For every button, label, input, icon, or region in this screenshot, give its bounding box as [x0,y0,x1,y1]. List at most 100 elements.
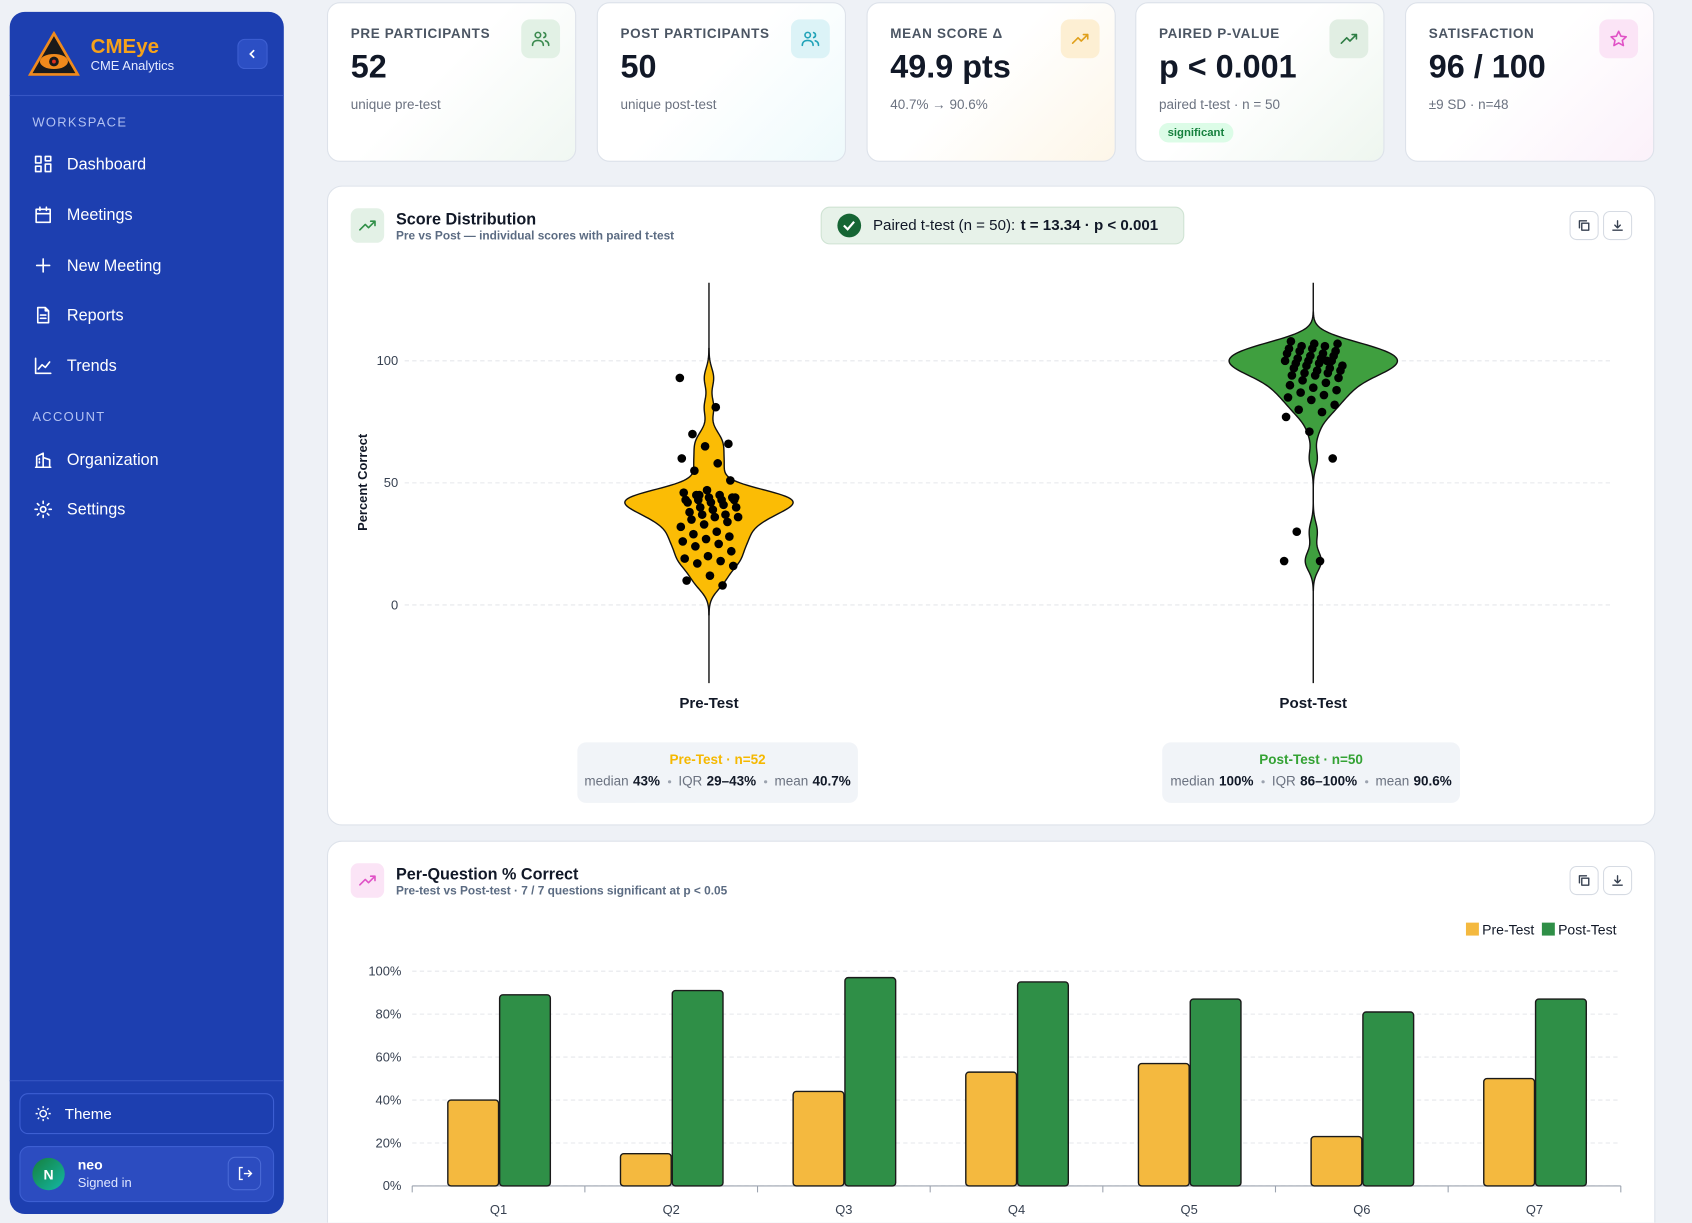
bar-panel: Per-Question % Correct Pre-test vs Post-t… [326,840,1656,1223]
bar [844,976,897,1187]
kpi-note: ±9 SD · n=48 [1428,97,1509,113]
y-tick-label: 100 [377,353,399,368]
data-point [1293,354,1303,363]
x-tick-label: Q3 [835,1202,852,1217]
divider [9,1080,284,1082]
panel-subtitle: Pre vs Post — individual scores with pai… [396,229,674,243]
nav-icon-path [35,258,51,273]
download-button[interactable] [1603,210,1633,241]
copy-button[interactable] [1569,210,1599,241]
summary-box: Post-Test · n=50 median 100% IQR 86–100% mean… [1162,742,1461,803]
stat-label: IQR [678,773,703,789]
x-tick-label: Pre-Test [679,695,738,712]
kpi-value: p < 0.001 [1158,49,1297,86]
y-tick-label: 20% [376,1135,402,1150]
kpi-icon-glyph [1340,33,1358,44]
kpi-card: SATISFACTION 96 / 100 ±9 SD · n=48 [1404,2,1655,162]
y-tick-label: 50 [384,475,398,490]
nav-label: Organization [66,450,159,469]
nav-item[interactable]: New Meeting [23,246,271,285]
theme-button[interactable]: Theme [19,1093,275,1135]
kpi-note: unique pre-test [350,97,441,113]
nav-item[interactable]: Reports [23,296,271,335]
x-tick-label: Q1 [490,1202,507,1217]
nav-label: Meetings [66,205,133,224]
bar [1016,981,1070,1187]
stat-label: mean [774,773,809,789]
data-point [1283,393,1293,402]
data-point [699,520,709,529]
nav-icon [34,452,52,469]
header-icon-path [359,220,376,231]
nav-item[interactable]: Settings [23,490,271,529]
data-point [733,512,743,522]
data-point [712,527,722,537]
separator [1364,779,1368,783]
theme-label: Theme [64,1104,112,1123]
data-point [1296,388,1305,397]
separator [763,779,767,783]
brand: CMEye [90,35,160,59]
kpi-value: 50 [620,49,657,86]
panel-subtitle: Pre-test vs Post-test · 7 / 7 questions … [396,884,728,898]
data-point [1320,341,1330,351]
nav-item[interactable]: Meetings [23,195,271,234]
sun-icon [35,1106,51,1122]
data-point [730,493,740,502]
data-point [726,546,736,556]
kpi-icon-glyph-path [801,31,820,47]
legend: Pre-Test Post-Test [1465,922,1617,938]
collapse-button[interactable] [237,38,268,70]
download-button-path [1612,220,1623,231]
kpi-icon-glyph-path [531,31,550,47]
data-point [703,551,713,561]
nav-icon-path [35,206,51,224]
test-pill [820,206,1185,245]
data-point [682,576,691,585]
user-name: neo [77,1156,103,1173]
copy-button[interactable] [1569,865,1599,896]
legend-swatch [1541,922,1555,936]
data-point [683,498,692,507]
nav-item[interactable]: Dashboard [23,145,271,184]
test-label: Paired t-test (n = 50): [873,217,1015,234]
data-point [1333,339,1342,349]
data-point [1284,344,1294,353]
data-point [1325,363,1335,373]
data-point [678,537,688,546]
data-point [731,502,741,512]
data-point [723,517,732,527]
user-status: Signed in [77,1175,132,1191]
data-point [701,534,711,544]
separator [1261,779,1265,783]
logo [28,31,80,76]
y-axis-label: Percent Correct [355,433,370,531]
x-tick-label: Q4 [1008,1202,1025,1217]
data-point [690,466,699,476]
stat-label: median [584,773,629,789]
violin [1228,311,1399,592]
y-tick-label: 60% [376,1049,402,1064]
kpi-icon [1060,19,1100,59]
data-point [1292,527,1302,537]
download-button-path [1612,875,1623,886]
bar [619,1153,672,1187]
data-point [1307,395,1316,405]
data-point [680,554,690,563]
data-point [1330,400,1339,410]
bar [1483,1077,1536,1187]
panel-title: Per-Question % Correct [396,865,579,883]
kpi-note: unique post-test [620,97,717,113]
logout-button[interactable] [227,1156,262,1191]
section-label: WORKSPACE [32,114,128,130]
data-point [713,459,723,468]
data-point [1285,380,1295,390]
copy-button-bg [1569,865,1599,896]
test-result: t = 13.34 · p < 0.001 [1021,217,1159,234]
panel-title: Score Distribution [396,210,536,228]
nav-item[interactable]: Trends [23,346,271,385]
data-point [691,542,700,551]
download-button[interactable] [1603,865,1633,896]
nav-item[interactable]: Organization [23,440,271,479]
